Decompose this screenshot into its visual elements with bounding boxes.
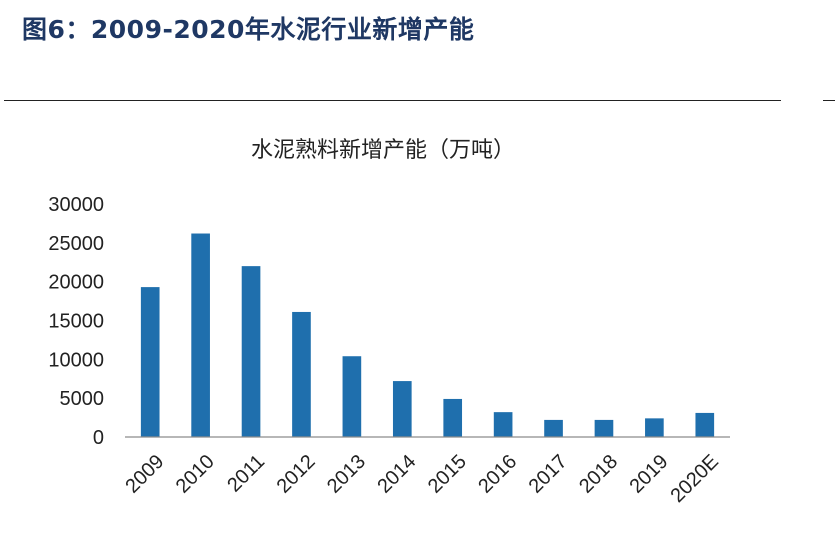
x-tick-label: 2020E bbox=[666, 451, 722, 507]
bars bbox=[140, 233, 715, 437]
y-axis: 0 5000 10000 15000 20000 25000 30000 bbox=[48, 194, 104, 449]
y-tick-label: 30000 bbox=[48, 194, 104, 216]
chart-title: 水泥熟料新增产能（万吨） bbox=[251, 138, 515, 163]
y-tick-label: 10000 bbox=[48, 349, 104, 371]
x-tick-label: 2016 bbox=[474, 451, 521, 498]
bar bbox=[140, 287, 160, 437]
y-tick-label: 15000 bbox=[48, 311, 104, 333]
x-tick-label: 2014 bbox=[373, 451, 420, 498]
bar bbox=[645, 418, 664, 437]
bar bbox=[443, 398, 463, 437]
bar bbox=[292, 311, 311, 437]
bar bbox=[241, 266, 261, 437]
figure-title: 图6：2009-2020年水泥行业新增产能 bbox=[22, 15, 475, 44]
title-divider-right bbox=[823, 100, 835, 101]
bar bbox=[191, 233, 210, 437]
x-tick-label: 2011 bbox=[223, 451, 269, 497]
bar bbox=[695, 412, 715, 437]
y-tick-label: 5000 bbox=[60, 388, 105, 410]
bar bbox=[544, 419, 563, 437]
x-tick-label: 2010 bbox=[172, 451, 219, 498]
bar bbox=[342, 356, 362, 437]
x-tick-label: 2013 bbox=[323, 451, 370, 498]
x-tick-label: 2019 bbox=[626, 451, 673, 498]
bar bbox=[594, 419, 614, 437]
y-tick-label: 25000 bbox=[48, 233, 104, 255]
y-tick-label: 0 bbox=[93, 427, 104, 449]
bar bbox=[392, 381, 412, 437]
y-tick-label: 20000 bbox=[48, 272, 104, 294]
x-axis: 2009 2010 2011 2012 2013 2014 2015 2016 2017 2018… bbox=[121, 451, 723, 507]
x-tick-label: 2018 bbox=[575, 451, 622, 498]
x-tick-label: 2012 bbox=[273, 451, 320, 498]
x-tick-label: 2015 bbox=[424, 451, 471, 498]
x-tick-label: 2009 bbox=[121, 451, 168, 498]
title-divider bbox=[4, 100, 781, 101]
x-tick-label: 2017 bbox=[525, 451, 572, 498]
bar bbox=[493, 412, 513, 437]
